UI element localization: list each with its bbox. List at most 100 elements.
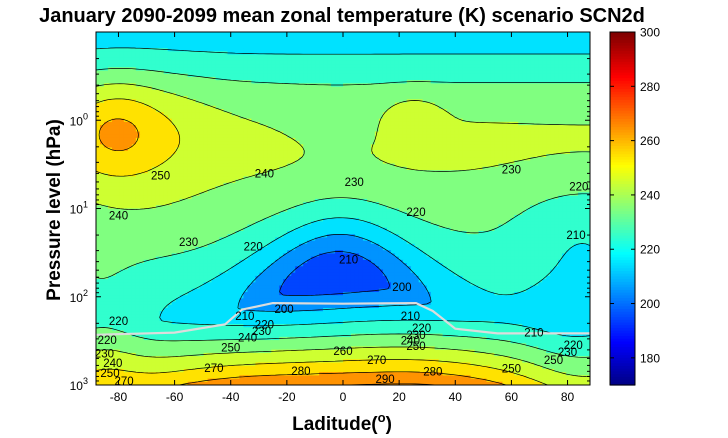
contour-cell (179, 160, 185, 165)
contour-cell (566, 153, 571, 158)
contour-cell (299, 64, 304, 68)
contour-cell (239, 92, 244, 97)
contour-cell (123, 141, 129, 145)
contour-cell (454, 118, 460, 123)
contour-cell (263, 35, 268, 40)
contour-cell (111, 38, 117, 43)
contour-cell (215, 35, 221, 40)
contour-cell (231, 147, 237, 152)
contour-cell (514, 112, 519, 117)
contour-cell (323, 32, 328, 36)
contour-cell (195, 160, 201, 165)
contour-cell (374, 64, 380, 68)
contour-cell (255, 32, 260, 36)
contour-cell (131, 118, 137, 123)
contour-cell (550, 144, 555, 149)
contour-cell (111, 134, 117, 139)
contour-cell (502, 150, 507, 155)
contour-cell (219, 150, 225, 155)
contour-cell (151, 35, 157, 40)
contour-cell (418, 112, 424, 117)
contour-cell (223, 109, 229, 113)
contour-cell (446, 32, 452, 36)
contour-cell (215, 125, 221, 129)
contour-cell (127, 64, 133, 68)
contour-cell (315, 76, 320, 81)
contour-cell (123, 76, 129, 81)
contour-cell (382, 86, 388, 91)
contour-cell (343, 141, 348, 145)
contour-cell (291, 89, 296, 94)
contour-cell (382, 89, 388, 94)
contour-cell (406, 141, 412, 145)
contour-cell (542, 115, 547, 120)
contour-cell (562, 67, 567, 72)
contour-cell (327, 99, 332, 104)
contour-cell (183, 44, 189, 49)
contour-cell (558, 44, 563, 49)
contour-cell (446, 115, 452, 120)
contour-cell (327, 64, 332, 68)
contour-cell (163, 86, 169, 91)
contour-cell (494, 38, 499, 43)
contour-cell (566, 128, 571, 133)
contour-cell (311, 38, 316, 43)
contour-cell (466, 157, 472, 161)
contour-cell (155, 80, 161, 84)
contour-cell (554, 38, 559, 43)
contour-cell (498, 73, 503, 78)
contour-cell (171, 89, 177, 94)
contour-cell (586, 89, 590, 94)
contour-cell (398, 147, 404, 152)
contour-cell (259, 141, 264, 145)
contour-cell (550, 54, 555, 59)
contour-cell (263, 150, 268, 155)
contour-cell (350, 35, 356, 40)
contour-cell (542, 41, 547, 46)
contour-cell (227, 147, 233, 152)
contour-cell (131, 38, 137, 43)
contour-cell (458, 67, 464, 72)
contour-cell (410, 48, 416, 52)
contour-cell (327, 92, 332, 97)
contour-cell (167, 96, 173, 100)
contour-cell (223, 150, 229, 155)
contour-cell (386, 128, 392, 133)
contour-cell (307, 51, 312, 56)
contour-cell (566, 147, 571, 152)
contour-cell (263, 112, 268, 117)
contour-cell (343, 118, 348, 123)
contour-cell (287, 67, 292, 72)
contour-cell (283, 35, 288, 40)
contour-cell (498, 157, 503, 161)
contour-cell (163, 44, 169, 49)
contour-cell (514, 137, 519, 142)
contour-cell (422, 131, 428, 136)
contour-cell (458, 131, 464, 136)
contour-cell (522, 83, 527, 88)
contour-cell (542, 35, 547, 40)
contour-cell (335, 109, 340, 113)
contour-cell (263, 102, 268, 107)
contour-cell (115, 38, 121, 43)
contour-cell (163, 67, 169, 72)
contour-cell (223, 32, 229, 36)
contour-cell (414, 121, 420, 126)
contour-cell (111, 70, 117, 75)
contour-cell (486, 38, 491, 43)
contour-cell (518, 131, 523, 136)
contour-cell (406, 83, 412, 88)
contour-cell (554, 115, 559, 120)
contour-cell (402, 144, 408, 149)
contour-cell (219, 44, 225, 49)
contour-cell (123, 153, 129, 158)
contour-cell (422, 73, 428, 78)
contour-cell (279, 147, 284, 152)
contour-cell (103, 115, 109, 120)
contour-cell (426, 44, 432, 49)
contour-cell (414, 112, 420, 117)
contour-cell (283, 89, 288, 94)
contour-cell (534, 125, 539, 129)
contour-cell (219, 160, 225, 165)
contour-cell (486, 67, 491, 72)
